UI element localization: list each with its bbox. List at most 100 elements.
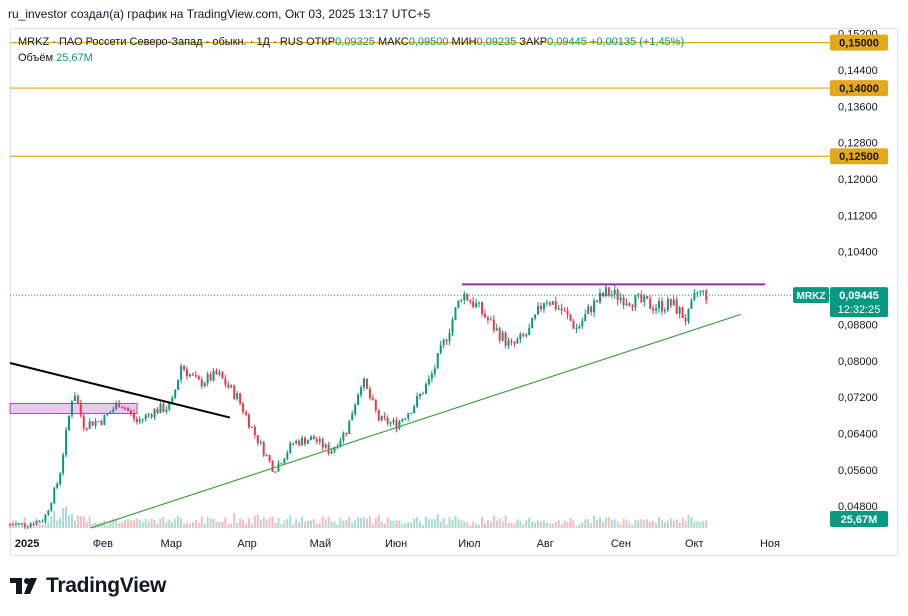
candle-body[interactable] (363, 378, 365, 388)
candle-body[interactable] (354, 405, 357, 415)
candle-body[interactable] (339, 440, 342, 447)
candle-body[interactable] (150, 414, 153, 418)
candle-body[interactable] (631, 305, 634, 308)
candle-body[interactable] (247, 414, 250, 428)
candle-body[interactable] (498, 328, 501, 341)
candle-body[interactable] (551, 301, 554, 305)
candle-body[interactable] (289, 443, 292, 453)
candle-body[interactable] (528, 327, 531, 336)
candle-body[interactable] (442, 339, 445, 346)
candle-body[interactable] (312, 436, 315, 440)
candle-body[interactable] (345, 432, 348, 434)
candle-body[interactable] (548, 302, 551, 305)
candle-body[interactable] (660, 301, 663, 312)
candle-body[interactable] (575, 328, 578, 330)
candle-body[interactable] (460, 300, 463, 302)
candle-body[interactable] (327, 444, 330, 454)
candle-body[interactable] (481, 302, 483, 314)
candle-body[interactable] (309, 436, 312, 441)
candle-body[interactable] (622, 297, 625, 306)
candle-body[interactable] (212, 370, 215, 381)
candle-body[interactable] (245, 412, 247, 415)
candle-body[interactable] (26, 526, 29, 528)
candle-body[interactable] (298, 440, 301, 446)
candle-body[interactable] (221, 372, 224, 379)
candle-body[interactable] (147, 414, 150, 416)
candle-body[interactable] (507, 340, 510, 346)
candle-body[interactable] (239, 393, 242, 404)
candle-body[interactable] (100, 420, 103, 425)
tradingview-logo[interactable]: TradingView (10, 574, 166, 598)
candle-body[interactable] (47, 510, 50, 515)
candle-body[interactable] (525, 335, 528, 337)
candle-body[interactable] (599, 292, 601, 303)
candle-body[interactable] (88, 421, 91, 429)
candle-body[interactable] (14, 523, 17, 525)
candle-body[interactable] (177, 379, 180, 391)
candle-body[interactable] (97, 420, 100, 422)
candle-body[interactable] (324, 444, 327, 448)
candle-body[interactable] (153, 408, 156, 418)
legend-interval[interactable]: 1Д (256, 36, 271, 48)
candle-body[interactable] (330, 451, 333, 454)
candle-body[interactable] (186, 369, 188, 377)
candle-body[interactable] (230, 385, 233, 388)
candle-body[interactable] (436, 353, 439, 369)
candle-body[interactable] (672, 299, 675, 306)
candle-body[interactable] (658, 301, 660, 309)
candle-body[interactable] (215, 370, 218, 375)
candle-body[interactable] (321, 438, 324, 448)
candle-body[interactable] (171, 397, 174, 404)
candle-body[interactable] (268, 455, 271, 461)
candle-body[interactable] (610, 294, 613, 296)
candle-body[interactable] (236, 393, 239, 399)
candle-body[interactable] (253, 426, 256, 436)
candle-body[interactable] (44, 514, 47, 522)
candle-body[interactable] (194, 375, 197, 377)
candle-body[interactable] (250, 426, 253, 428)
candle-body[interactable] (32, 523, 35, 525)
candle-body[interactable] (419, 393, 422, 397)
candle-body[interactable] (531, 318, 534, 328)
candle-body[interactable] (280, 463, 283, 465)
candle-body[interactable] (286, 452, 289, 459)
candle-body[interactable] (62, 454, 65, 474)
candle-body[interactable] (112, 409, 115, 413)
candle-body[interactable] (646, 296, 649, 299)
candle-body[interactable] (566, 310, 569, 315)
candle-body[interactable] (227, 384, 230, 388)
candle-body[interactable] (259, 441, 262, 444)
candle-body[interactable] (380, 415, 383, 421)
candle-body[interactable] (398, 421, 401, 429)
candle-body[interactable] (144, 414, 147, 419)
candle-body[interactable] (693, 292, 696, 301)
candle-body[interactable] (554, 301, 557, 309)
candle-body[interactable] (569, 314, 572, 321)
candle-body[interactable] (401, 419, 404, 422)
candle-body[interactable] (649, 298, 652, 309)
candle-body[interactable] (141, 418, 144, 420)
candle-body[interactable] (652, 308, 655, 311)
candle-body[interactable] (504, 332, 507, 346)
candle-body[interactable] (640, 294, 643, 303)
candle-body[interactable] (542, 303, 545, 310)
candle-body[interactable] (274, 471, 277, 473)
candle-body[interactable] (439, 345, 442, 354)
candle-body[interactable] (374, 399, 377, 411)
candle-body[interactable] (9, 524, 11, 526)
candle-body[interactable] (404, 418, 407, 420)
candle-body[interactable] (135, 418, 138, 422)
candle-body[interactable] (165, 409, 168, 412)
candle-body[interactable] (389, 422, 392, 424)
candle-body[interactable] (495, 328, 498, 331)
candle-body[interactable] (596, 300, 599, 303)
candle-body[interactable] (265, 455, 268, 457)
candle-body[interactable] (416, 396, 419, 407)
candle-body[interactable] (534, 314, 537, 319)
candle-body[interactable] (68, 415, 70, 431)
candle-body[interactable] (256, 435, 259, 444)
candle-body[interactable] (174, 390, 177, 398)
candle-body[interactable] (590, 306, 593, 313)
candle-body[interactable] (106, 413, 109, 416)
candle-body[interactable] (593, 300, 596, 313)
